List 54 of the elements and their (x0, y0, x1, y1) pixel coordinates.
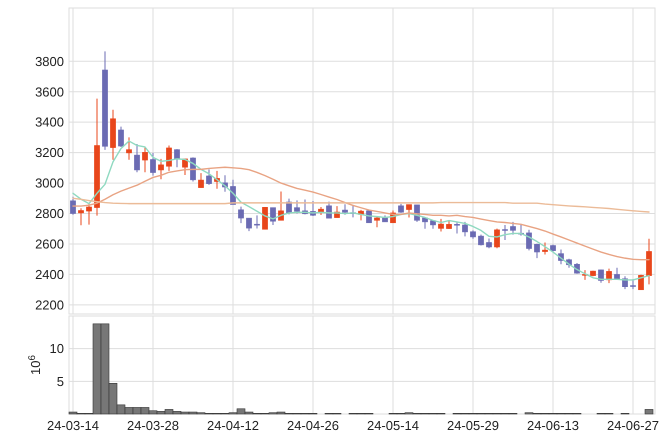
x-tick-label: 24-06-27 (606, 418, 660, 433)
x-tick-label: 24-05-29 (446, 418, 500, 433)
candlestick (494, 228, 500, 249)
candlestick (246, 218, 252, 232)
candlestick (78, 208, 84, 226)
candlestick (150, 152, 156, 176)
candlestick (454, 221, 460, 234)
x-tick-label: 24-05-14 (366, 418, 420, 433)
x-tick-label: 24-03-28 (126, 418, 180, 433)
candlestick (174, 148, 180, 168)
candlestick (374, 216, 380, 228)
y-tick-label: 2800 (35, 206, 64, 222)
candlestick (462, 221, 468, 237)
x-tick-label: 24-03-14 (46, 418, 100, 433)
x-tick-label: 24-06-13 (526, 418, 580, 433)
y-tick-label: 2200 (35, 297, 64, 312)
y-tick-label: 5 (56, 374, 64, 389)
bar (644, 409, 654, 414)
candlestick (206, 168, 212, 186)
y-tick-label: 3400 (35, 114, 64, 130)
x-tick-label: 24-04-26 (286, 418, 340, 433)
y-tick-label: 3600 (35, 84, 64, 100)
candlestick (294, 200, 300, 214)
candlestick (158, 158, 164, 180)
candlestick (486, 238, 492, 249)
candlestick (478, 234, 484, 246)
candlestick (510, 221, 516, 236)
candlestick (342, 204, 348, 216)
candlestick (630, 278, 636, 290)
candlestick (134, 143, 140, 173)
candlestick (126, 136, 132, 160)
candlestick (534, 243, 540, 259)
candlestick (502, 224, 508, 241)
y-tick-label: 2400 (35, 266, 64, 282)
candlestick (278, 190, 284, 221)
candlestick (526, 229, 532, 251)
x-tick-label: 24-04-12 (206, 418, 260, 433)
candlestick (70, 196, 76, 216)
candlestick (406, 204, 412, 218)
candlestick (166, 144, 172, 172)
candlestick (542, 242, 548, 255)
candlestick (270, 207, 276, 226)
candlestick (254, 214, 260, 229)
candlestick (118, 126, 124, 148)
candlestick (238, 206, 244, 224)
candlestick (142, 146, 148, 173)
y-tick-label: 3200 (35, 145, 64, 160)
y-tick-label: 3000 (35, 176, 64, 191)
candlestick (638, 274, 644, 290)
y-tick-label: 2600 (35, 236, 64, 252)
candlestick (198, 172, 204, 188)
y-tick-label: 3800 (35, 54, 64, 69)
candlestick (438, 218, 444, 232)
y-tick-label: 10 (50, 341, 64, 356)
